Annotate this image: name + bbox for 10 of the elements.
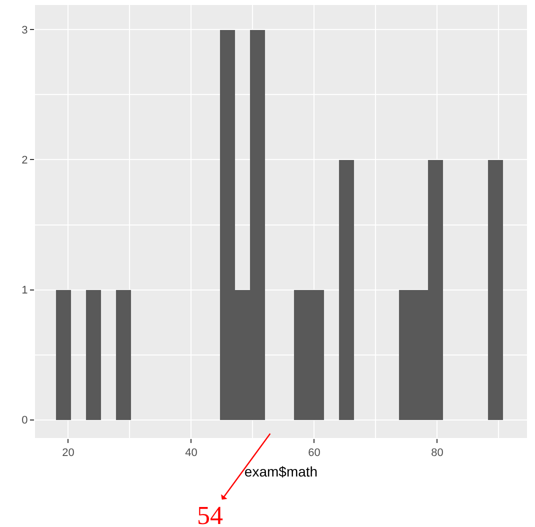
- y-tick-label: 2: [22, 154, 28, 167]
- x-tick-label: 60: [308, 447, 320, 460]
- x-tick-label: 80: [431, 447, 444, 460]
- x-axis-title: exam$math: [244, 464, 318, 480]
- x-tick-label: 20: [62, 447, 74, 460]
- text: 54: [197, 501, 223, 527]
- x-tick-label: 40: [185, 447, 198, 460]
- y-tick-label: 1: [22, 284, 28, 297]
- y-tick-label: 0: [22, 414, 28, 427]
- y-tick-label: 3: [22, 24, 28, 37]
